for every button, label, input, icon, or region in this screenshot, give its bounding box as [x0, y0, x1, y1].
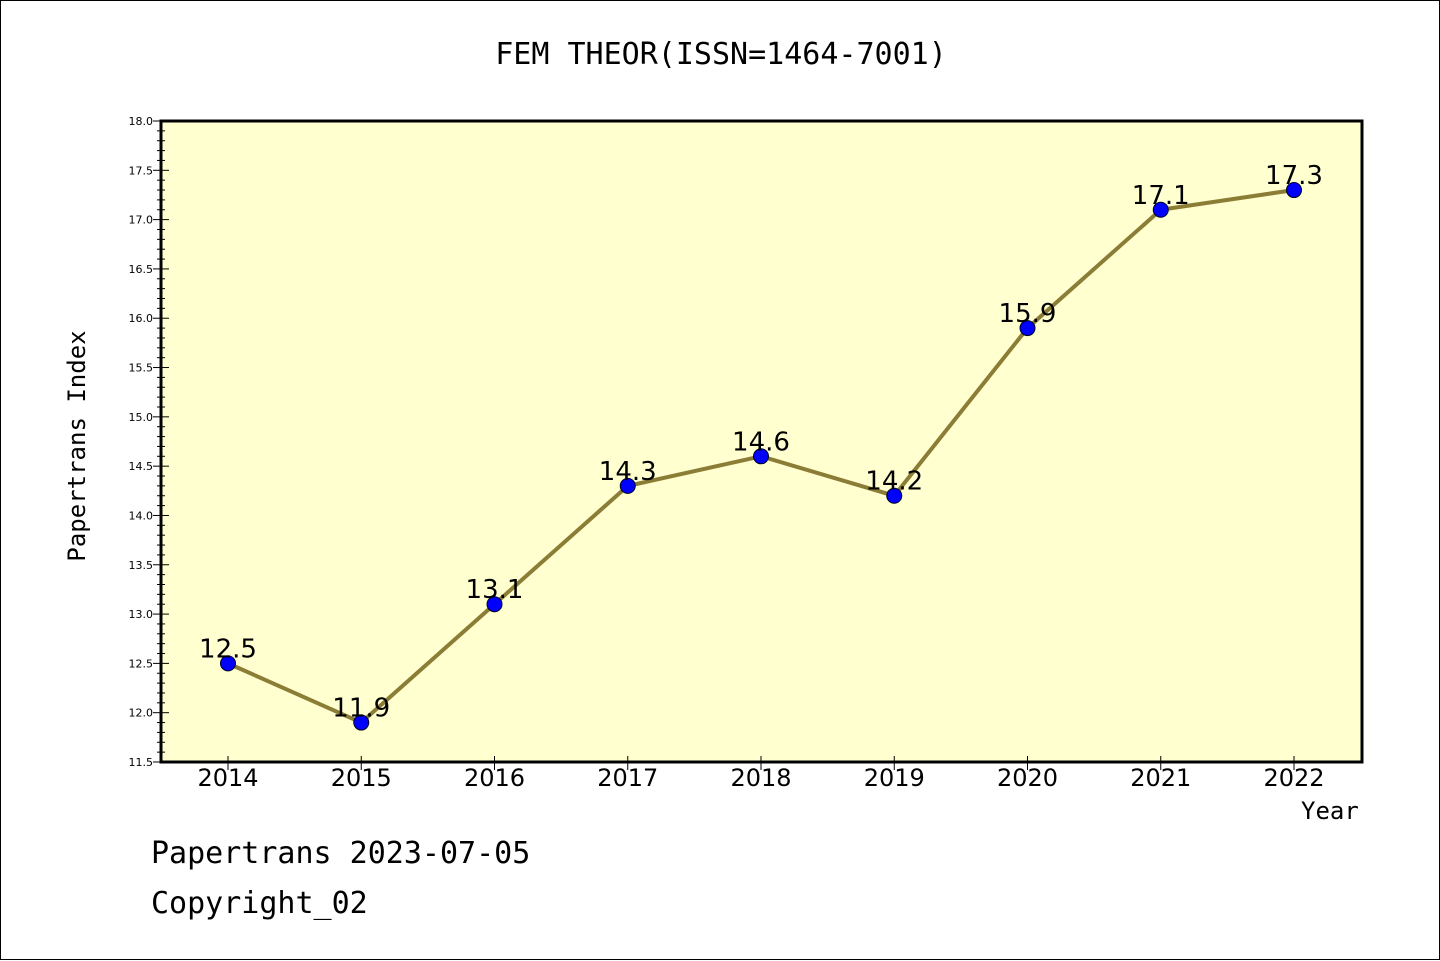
y-tick-label: 16.0 [129, 312, 154, 325]
y-tick-label: 13.0 [129, 608, 154, 621]
x-tick-label: 2021 [1130, 764, 1191, 792]
data-label: 17.3 [1265, 161, 1323, 191]
y-tick-label: 11.5 [129, 756, 154, 769]
y-tick-label: 15.0 [129, 411, 154, 424]
x-tick-label: 2015 [331, 764, 392, 792]
data-point [619, 477, 636, 494]
y-tick-label: 12.5 [129, 657, 154, 670]
data-label: 14.6 [732, 427, 790, 457]
x-tick-label: 2020 [997, 764, 1058, 792]
data-label: 11.9 [332, 694, 390, 724]
data-label: 15.9 [999, 299, 1057, 329]
x-tick-label: 2014 [197, 764, 258, 792]
plot-area [161, 121, 1362, 762]
y-tick-label: 17.5 [129, 164, 154, 177]
footer-copyright: Copyright_02 [151, 886, 368, 921]
data-point [753, 448, 769, 465]
x-tick-label: 2018 [730, 764, 791, 792]
y-tick-label: 17.0 [129, 214, 154, 227]
data-label: 14.3 [599, 457, 657, 487]
y-tick-label: 12.0 [129, 707, 154, 720]
y-tick-label: 14.5 [129, 460, 154, 473]
data-label: 13.1 [466, 575, 524, 605]
chart-title: FEM THEOR(ISSN=1464-7001) [495, 37, 947, 72]
data-point [1152, 201, 1169, 218]
footer-date: Papertrans 2023-07-05 [151, 836, 531, 871]
data-point [486, 596, 503, 613]
x-tick-label: 2019 [864, 764, 925, 792]
y-tick-label: 15.5 [129, 362, 154, 375]
x-tick-label: 2022 [1263, 764, 1324, 792]
data-point [886, 487, 903, 504]
y-tick-label: 18.0 [129, 115, 154, 128]
data-point [353, 714, 370, 731]
x-tick-label: 2017 [597, 764, 658, 792]
plot-border [159, 119, 1364, 764]
data-point [220, 655, 236, 672]
data-point [1019, 320, 1036, 337]
data-point [1286, 182, 1302, 199]
data-label: 17.1 [1132, 181, 1190, 211]
data-label: 14.2 [865, 467, 923, 497]
x-axis-label: Year [1301, 797, 1359, 825]
y-tick-label: 13.5 [129, 559, 154, 572]
y-tick-label: 16.5 [129, 263, 154, 276]
data-label: 12.5 [199, 634, 257, 664]
x-tick-label: 2016 [464, 764, 525, 792]
y-tick-label: 14.0 [129, 509, 154, 522]
